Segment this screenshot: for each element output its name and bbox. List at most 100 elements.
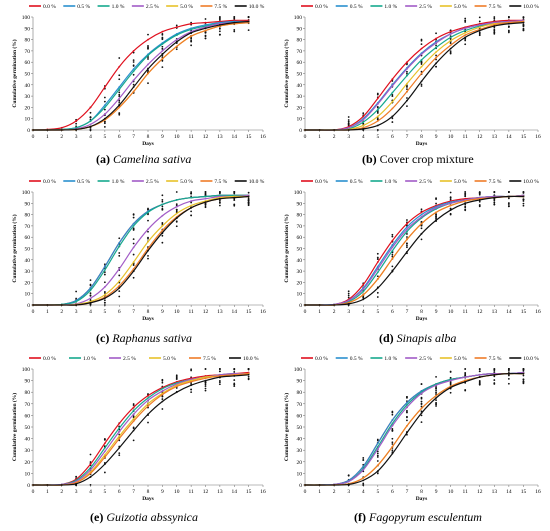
replicate-point xyxy=(233,368,236,371)
replicate-point xyxy=(132,61,135,63)
replicate-point xyxy=(391,413,394,416)
series-point xyxy=(376,120,379,122)
y-tick-label: 20 xyxy=(25,460,31,466)
series-point xyxy=(464,202,467,205)
replicate-point xyxy=(376,106,379,109)
series-point xyxy=(60,484,63,486)
series-line-50 xyxy=(33,22,249,131)
y-tick-label: 80 xyxy=(25,38,31,44)
series-point xyxy=(89,125,92,128)
y-tick-label: 60 xyxy=(297,413,303,419)
replicate-point xyxy=(204,31,207,34)
series-point xyxy=(118,280,121,283)
x-tick-label: 9 xyxy=(435,309,438,315)
y-tick-label: 100 xyxy=(294,190,303,196)
replicate-point xyxy=(103,263,106,266)
replicate-point xyxy=(391,265,394,268)
series-point xyxy=(478,26,481,29)
series-point xyxy=(132,406,135,409)
series-point xyxy=(420,392,423,395)
replicate-point xyxy=(233,30,236,33)
series-point xyxy=(118,97,121,100)
series-line-75 xyxy=(33,373,249,486)
y-tick-label: 100 xyxy=(294,15,303,21)
replicate-point xyxy=(435,217,437,220)
replicate-point xyxy=(132,73,135,76)
replicate-point xyxy=(493,201,496,204)
replicate-point xyxy=(391,437,394,440)
replicate-point xyxy=(406,411,408,413)
legend-label: 7.5 % xyxy=(489,179,502,185)
x-tick-label: 2 xyxy=(60,489,63,495)
x-tick-label: 8 xyxy=(420,309,423,315)
replicate-point xyxy=(218,381,221,384)
series-point xyxy=(420,72,423,75)
replicate-point xyxy=(478,380,481,382)
series-point xyxy=(175,385,178,388)
replicate-point xyxy=(464,372,467,374)
replicate-point xyxy=(218,33,221,36)
series-point xyxy=(147,211,149,214)
series-point xyxy=(161,57,164,60)
legend-label: 0.5 % xyxy=(350,179,363,185)
replicate-point xyxy=(406,419,408,422)
x-tick-label: 10 xyxy=(174,309,180,315)
series-point xyxy=(89,287,92,289)
replicate-point xyxy=(406,244,408,247)
panel-caption-letter: (c) xyxy=(96,331,110,345)
replicate-point xyxy=(522,369,525,372)
x-tick-label: 0 xyxy=(32,489,35,495)
series-point xyxy=(103,297,106,300)
replicate-point xyxy=(478,382,481,385)
replicate-point xyxy=(233,199,236,202)
series-point xyxy=(161,43,164,46)
x-tick-label: 8 xyxy=(147,134,150,140)
replicate-point xyxy=(376,450,379,453)
replicate-point xyxy=(507,25,510,28)
replicate-point xyxy=(420,43,423,45)
y-tick-label: 100 xyxy=(22,190,31,196)
x-tick-label: 9 xyxy=(161,134,164,140)
y-axis-title: Cumulative germination (%) xyxy=(11,39,18,107)
replicate-point xyxy=(190,368,193,371)
replicate-point xyxy=(175,203,178,205)
series-point xyxy=(507,195,510,198)
series-line-00 xyxy=(32,371,249,486)
x-tick-label: 5 xyxy=(376,309,379,315)
x-tick-label: 16 xyxy=(260,134,266,140)
replicate-point xyxy=(406,236,408,238)
y-tick-label: 20 xyxy=(25,105,31,111)
replicate-point xyxy=(464,389,467,391)
replicate-point xyxy=(391,441,394,444)
replicate-point xyxy=(376,456,379,458)
x-tick-label: 5 xyxy=(104,489,107,495)
replicate-point xyxy=(161,395,164,398)
y-tick-label: 90 xyxy=(297,379,303,385)
y-tick-label: 50 xyxy=(297,247,303,253)
replicate-point xyxy=(464,17,467,20)
series-point xyxy=(362,115,365,118)
replicate-point xyxy=(376,252,379,255)
replicate-point xyxy=(406,246,408,249)
x-tick-label: 3 xyxy=(347,134,350,140)
replicate-point xyxy=(362,457,365,459)
replicate-point xyxy=(478,370,481,373)
series-point xyxy=(362,121,365,123)
series-point xyxy=(464,200,467,202)
replicate-point xyxy=(478,200,481,203)
series-point xyxy=(362,127,365,130)
series-point xyxy=(103,269,106,271)
replicate-point xyxy=(420,39,423,42)
series-point xyxy=(478,199,481,201)
y-tick-label: 20 xyxy=(297,280,303,286)
y-axis-title: Cumulative germination (%) xyxy=(283,214,290,282)
series-point xyxy=(204,201,207,204)
replicate-point xyxy=(161,408,164,410)
series-point xyxy=(420,47,423,50)
panel-caption-letter: (d) xyxy=(379,331,394,345)
series-point xyxy=(190,22,193,25)
series-point xyxy=(391,422,394,425)
series-point xyxy=(449,36,452,39)
replicate-point xyxy=(449,370,452,373)
series-point xyxy=(449,47,452,50)
